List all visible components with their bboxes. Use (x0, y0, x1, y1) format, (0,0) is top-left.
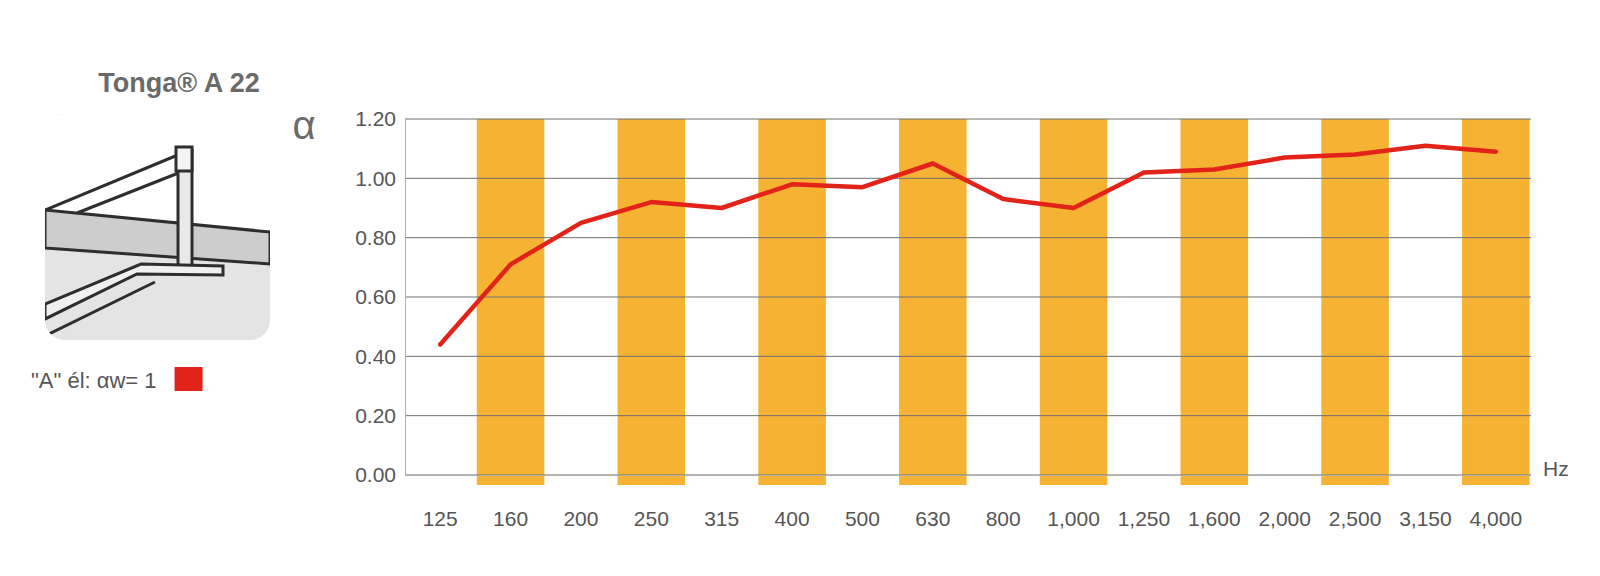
x-axis-line (406, 475, 1532, 476)
x-axis: 125 160 200 250 315 400 500 630 800 1,000 1,250 1,6… (406, 475, 1532, 530)
y-tick-label: 0.40 (355, 345, 396, 368)
y-tick: 0.20 (355, 404, 405, 427)
plot-area (440, 146, 1496, 345)
x-tick-label: 2,500 (1329, 507, 1382, 530)
band (477, 119, 545, 485)
legend-label: "A" él: αw= 1 (31, 368, 157, 393)
x-tick: 2,500 (1329, 475, 1382, 530)
x-tick: 3,150 (1399, 475, 1452, 530)
grid-line (405, 356, 1531, 357)
y-tick-label: 1.00 (355, 167, 396, 190)
frequency-bands (477, 119, 1530, 485)
chart: 0.00 0.20 0.40 0.60 0.80 1.00 1.20 125 160 200 250… (0, 0, 1600, 576)
x-tick-label: 800 (986, 507, 1021, 530)
y-tick-label: 0.20 (355, 404, 396, 427)
x-tick: 400 (775, 475, 810, 530)
band (1181, 119, 1249, 485)
x-tick: 1,250 (1118, 475, 1171, 530)
band (758, 119, 826, 485)
illustration-line (77, 172, 181, 213)
x-tick-label: 2,000 (1258, 507, 1311, 530)
x-tick: 800 (986, 475, 1021, 530)
band (618, 119, 686, 485)
y-tick: 0.60 (355, 285, 405, 308)
x-tick: 630 (915, 475, 950, 530)
illustration-line (45, 282, 155, 336)
x-tick-label: 200 (563, 507, 598, 530)
y-tick: 0.80 (355, 226, 405, 249)
x-tick: 1,600 (1188, 475, 1241, 530)
band (1321, 119, 1389, 485)
x-tick: 4,000 (1470, 475, 1523, 530)
x-tick-label: 1,250 (1118, 507, 1171, 530)
x-tick-label: 1,000 (1047, 507, 1100, 530)
x-tick: 160 (493, 475, 528, 530)
illustration-edge (45, 210, 270, 264)
x-tick-label: 315 (704, 507, 739, 530)
y-tick-label: 0.60 (355, 285, 396, 308)
illustration-line (45, 152, 185, 210)
y-tick-label: 0.80 (355, 226, 396, 249)
y-tick: 1.20 (355, 107, 405, 130)
x-tick-label: 250 (634, 507, 669, 530)
y-axis: 0.00 0.20 0.40 0.60 0.80 1.00 1.20 (355, 107, 405, 486)
grid (405, 119, 1531, 475)
grid-line (405, 178, 1531, 179)
legend-swatch (175, 367, 203, 391)
x-tick-label: 1,600 (1188, 507, 1241, 530)
x-tick: 250 (634, 475, 669, 530)
x-tick: 1,000 (1047, 475, 1100, 530)
x-tick-label: 500 (845, 507, 880, 530)
x-tick-label: 630 (915, 507, 950, 530)
y-tick-label: 0.00 (355, 463, 396, 486)
grid-line (405, 237, 1531, 238)
illustration-bg (45, 114, 270, 340)
series-line (440, 146, 1496, 345)
legend: "A" él: αw= 1 (31, 367, 203, 393)
x-tick-label: 160 (493, 507, 528, 530)
grid-line (405, 475, 1531, 476)
band (1462, 119, 1530, 485)
x-axis-title: Hz (1543, 457, 1569, 480)
x-tick: 200 (563, 475, 598, 530)
title: Tonga® A 22 (98, 68, 259, 98)
profile-illustration (45, 114, 270, 340)
y-tick: 0.40 (355, 345, 405, 368)
grid-line (405, 297, 1531, 298)
x-tick-label: 125 (423, 507, 458, 530)
x-tick-label: 400 (775, 507, 810, 530)
y-axis-line (405, 120, 406, 476)
x-tick: 500 (845, 475, 880, 530)
illustration-bulb (176, 147, 192, 171)
grid-line (405, 415, 1531, 416)
x-tick: 315 (704, 475, 739, 530)
grid-line (405, 119, 1531, 120)
x-tick-label: 4,000 (1470, 507, 1523, 530)
y-tick-label: 1.20 (355, 107, 396, 130)
y-axis-title: α (292, 103, 315, 147)
x-tick-label: 3,150 (1399, 507, 1452, 530)
y-tick: 1.00 (355, 167, 405, 190)
x-tick: 125 (423, 475, 458, 530)
y-tick: 0.00 (355, 463, 405, 486)
x-tick: 2,000 (1258, 475, 1311, 530)
band (1040, 119, 1108, 485)
